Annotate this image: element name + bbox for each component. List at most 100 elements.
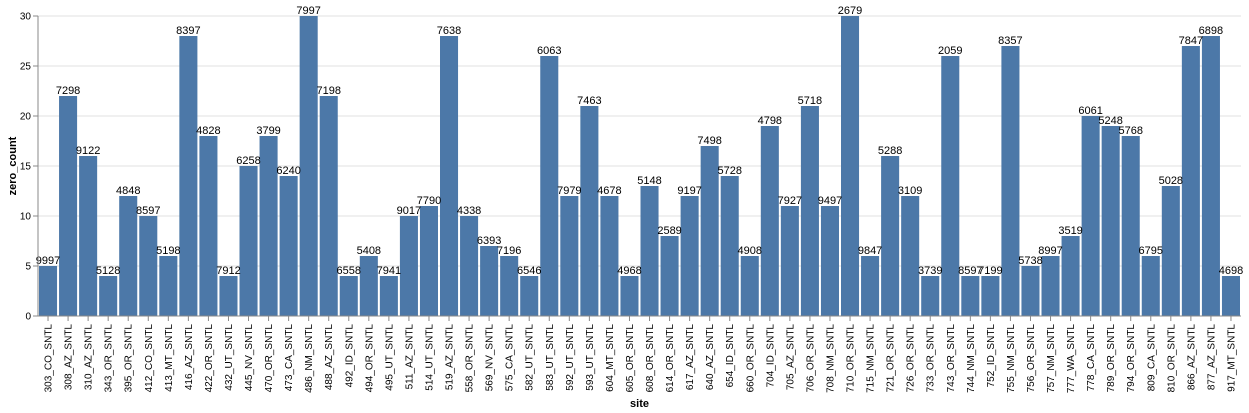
bar xyxy=(339,276,358,316)
bar-data-label: 9847 xyxy=(858,245,882,257)
bar-data-label: 8997 xyxy=(1038,245,1062,257)
bar-data-label: 6393 xyxy=(477,235,501,247)
bar xyxy=(239,166,258,316)
bar-data-label: 9122 xyxy=(76,145,100,157)
bar-data-label: 2679 xyxy=(838,5,862,17)
x-tick-label: 583_UT_SNTL xyxy=(545,324,556,391)
x-tick-label: 778_CA_SNTL xyxy=(1086,324,1097,392)
x-tick-label: 752_ID_SNTL xyxy=(986,324,997,388)
bar xyxy=(1181,46,1200,316)
x-tick-label: 343_OR_SNTL xyxy=(104,324,115,393)
x-tick-label: 608_OR_SNTL xyxy=(645,324,656,393)
bar xyxy=(520,276,539,316)
bar-data-label: 4968 xyxy=(617,265,641,277)
bar xyxy=(1161,186,1180,316)
bar-data-label: 6063 xyxy=(537,45,561,57)
bar-data-label: 4908 xyxy=(738,245,762,257)
x-tick-label: 432_UT_SNTL xyxy=(224,324,235,391)
bar-data-label: 8597 xyxy=(136,205,160,217)
bar-data-label: 7912 xyxy=(216,265,240,277)
bar-data-label: 5408 xyxy=(357,245,381,257)
x-tick-label: 704_ID_SNTL xyxy=(765,324,776,388)
bar-data-label: 5718 xyxy=(798,95,822,107)
x-tick-label: 422_OR_SNTL xyxy=(204,324,215,393)
x-tick-label: 511_AZ_SNTL xyxy=(404,324,415,390)
x-tick-label: 640_AZ_SNTL xyxy=(705,324,716,391)
x-tick-label: 777_WA_SNTL xyxy=(1066,324,1077,394)
bar xyxy=(760,126,779,316)
bar xyxy=(159,256,178,316)
bar xyxy=(1201,36,1220,316)
bar xyxy=(1101,126,1120,316)
bar-data-label: 9197 xyxy=(677,185,701,197)
x-tick-label: 488_AZ_SNTL xyxy=(324,324,335,391)
bar-data-label: 4828 xyxy=(196,125,220,137)
bar-data-label: 7498 xyxy=(697,135,721,147)
bar-data-label: 4338 xyxy=(457,205,481,217)
bar-data-label: 6546 xyxy=(517,265,541,277)
x-tick-label: 495_UT_SNTL xyxy=(384,324,395,391)
x-tick-label: 743_OR_SNTL xyxy=(946,324,957,393)
x-tick-label: 395_OR_SNTL xyxy=(124,324,135,393)
y-tick-label: 30 xyxy=(20,12,32,23)
bar xyxy=(440,36,459,316)
bar-data-label: 8397 xyxy=(176,25,200,37)
x-tick-label: 413_MT_SNTL xyxy=(164,324,175,392)
bar xyxy=(921,276,940,316)
x-tick-label: 486_NM_SNTL xyxy=(304,324,315,393)
bar xyxy=(219,276,238,316)
bar xyxy=(660,236,679,316)
x-tick-label: 726_OR_SNTL xyxy=(906,324,917,393)
bar-data-label: 5288 xyxy=(878,145,902,157)
bar-data-label: 5148 xyxy=(637,175,661,187)
bar xyxy=(259,136,278,316)
bar-data-label: 5728 xyxy=(717,165,741,177)
x-tick-label: 708_NM_SNTL xyxy=(825,324,836,393)
bar-data-label: 3739 xyxy=(918,265,942,277)
bar-data-label: 4698 xyxy=(1219,265,1243,277)
bar-data-label: 4798 xyxy=(758,115,782,127)
y-tick-label: 15 xyxy=(20,162,32,173)
bar-data-label: 7199 xyxy=(978,265,1002,277)
bar-data-label: 3799 xyxy=(256,125,280,137)
y-tick-label: 0 xyxy=(25,312,31,323)
x-tick-label: 582_UT_SNTL xyxy=(525,324,536,391)
bar-data-label: 5738 xyxy=(1018,255,1042,267)
bar xyxy=(39,266,58,316)
x-tick-label: 605_OR_SNTL xyxy=(625,324,636,393)
bar xyxy=(740,256,759,316)
bar xyxy=(680,196,699,316)
bar xyxy=(299,16,318,316)
y-tick-label: 5 xyxy=(25,262,31,273)
bar-data-label: 5248 xyxy=(1098,115,1122,127)
y-tick-label: 20 xyxy=(20,112,32,123)
x-tick-label: 604_MT_SNTL xyxy=(605,324,616,392)
bar-data-label: 3519 xyxy=(1058,225,1082,237)
x-tick-label: 757_NM_SNTL xyxy=(1046,324,1057,393)
bar xyxy=(359,256,378,316)
bar-data-label: 7790 xyxy=(417,195,441,207)
bar xyxy=(720,176,739,316)
x-tick-label: 473_CA_SNTL xyxy=(284,324,295,392)
x-tick-label: 756_OR_SNTL xyxy=(1026,324,1037,393)
x-tick-label: 809_CA_SNTL xyxy=(1146,324,1157,392)
bar xyxy=(1061,236,1080,316)
data-labels: 9997 7298 9122 5128 4848 8597 5198 8397 4828 7912… xyxy=(36,5,1243,277)
x-tick-label: 614_OR_SNTL xyxy=(665,324,676,393)
bar xyxy=(1041,256,1060,316)
bar-data-label: 8597 xyxy=(958,265,982,277)
bar-data-label: 6558 xyxy=(337,265,361,277)
bar-data-label: 9017 xyxy=(397,205,421,217)
bar-data-label: 8357 xyxy=(998,35,1022,47)
x-tick-label: 789_OR_SNTL xyxy=(1106,324,1117,393)
bar-data-label: 6795 xyxy=(1139,245,1163,257)
x-tick-label: 715_NM_SNTL xyxy=(866,324,877,393)
bar-data-label: 7927 xyxy=(778,195,802,207)
bar-data-label: 7979 xyxy=(557,185,581,197)
bar xyxy=(139,216,158,316)
axes: 0 5 10 15 20 25 30 303_CO_SNTL 308_AZ_SNTL 310_AZ… xyxy=(20,12,1241,394)
bar xyxy=(279,176,298,316)
bar-data-label: 2589 xyxy=(657,225,681,237)
bar xyxy=(1141,256,1160,316)
